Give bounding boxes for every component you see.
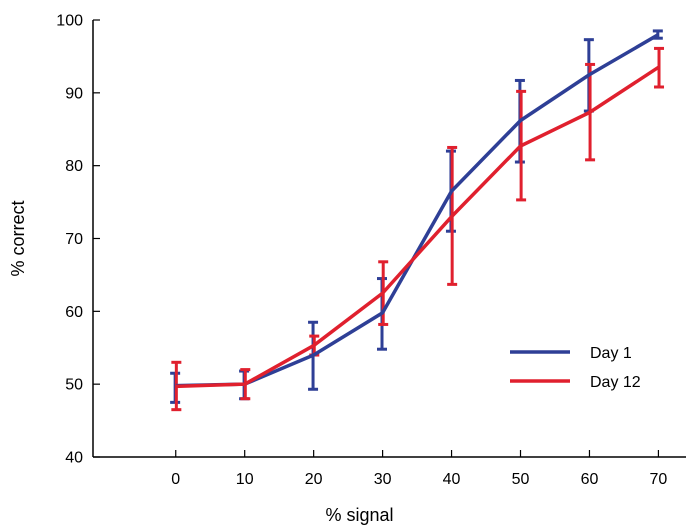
plot-frame [92, 20, 686, 458]
series-lines [175, 33, 660, 389]
legend-label: Day 12 [590, 374, 641, 391]
x-tick-label: 10 [236, 471, 254, 488]
y-tick-label: 100 [56, 13, 83, 30]
y-tick-label: 60 [65, 304, 83, 321]
y-tick-label: 50 [65, 377, 83, 394]
series-line-2 [175, 65, 660, 389]
y-tick-label: 90 [65, 85, 83, 102]
x-tick-label: 40 [443, 471, 461, 488]
x-tick-label: 30 [374, 471, 392, 488]
y-axis-title: % correct [8, 200, 28, 276]
series-line-1 [175, 33, 660, 388]
x-tick-label: 20 [305, 471, 323, 488]
legend: Day 1 Day 12 [510, 345, 641, 391]
y-axis-ticks: 40 50 60 70 80 90 100 [56, 13, 100, 467]
x-tick-label: 50 [512, 471, 530, 488]
x-tick-label: 0 [171, 471, 180, 488]
x-tick-label: 60 [581, 471, 599, 488]
x-axis-ticks: 0 10 20 30 40 50 60 70 [171, 450, 667, 488]
y-tick-label: 40 [65, 450, 83, 467]
legend-label: Day 1 [590, 345, 632, 362]
y-tick-label: 70 [65, 231, 83, 248]
y-tick-label: 80 [65, 158, 83, 175]
x-axis-title: % signal [325, 505, 393, 525]
x-tick-label: 70 [650, 471, 668, 488]
